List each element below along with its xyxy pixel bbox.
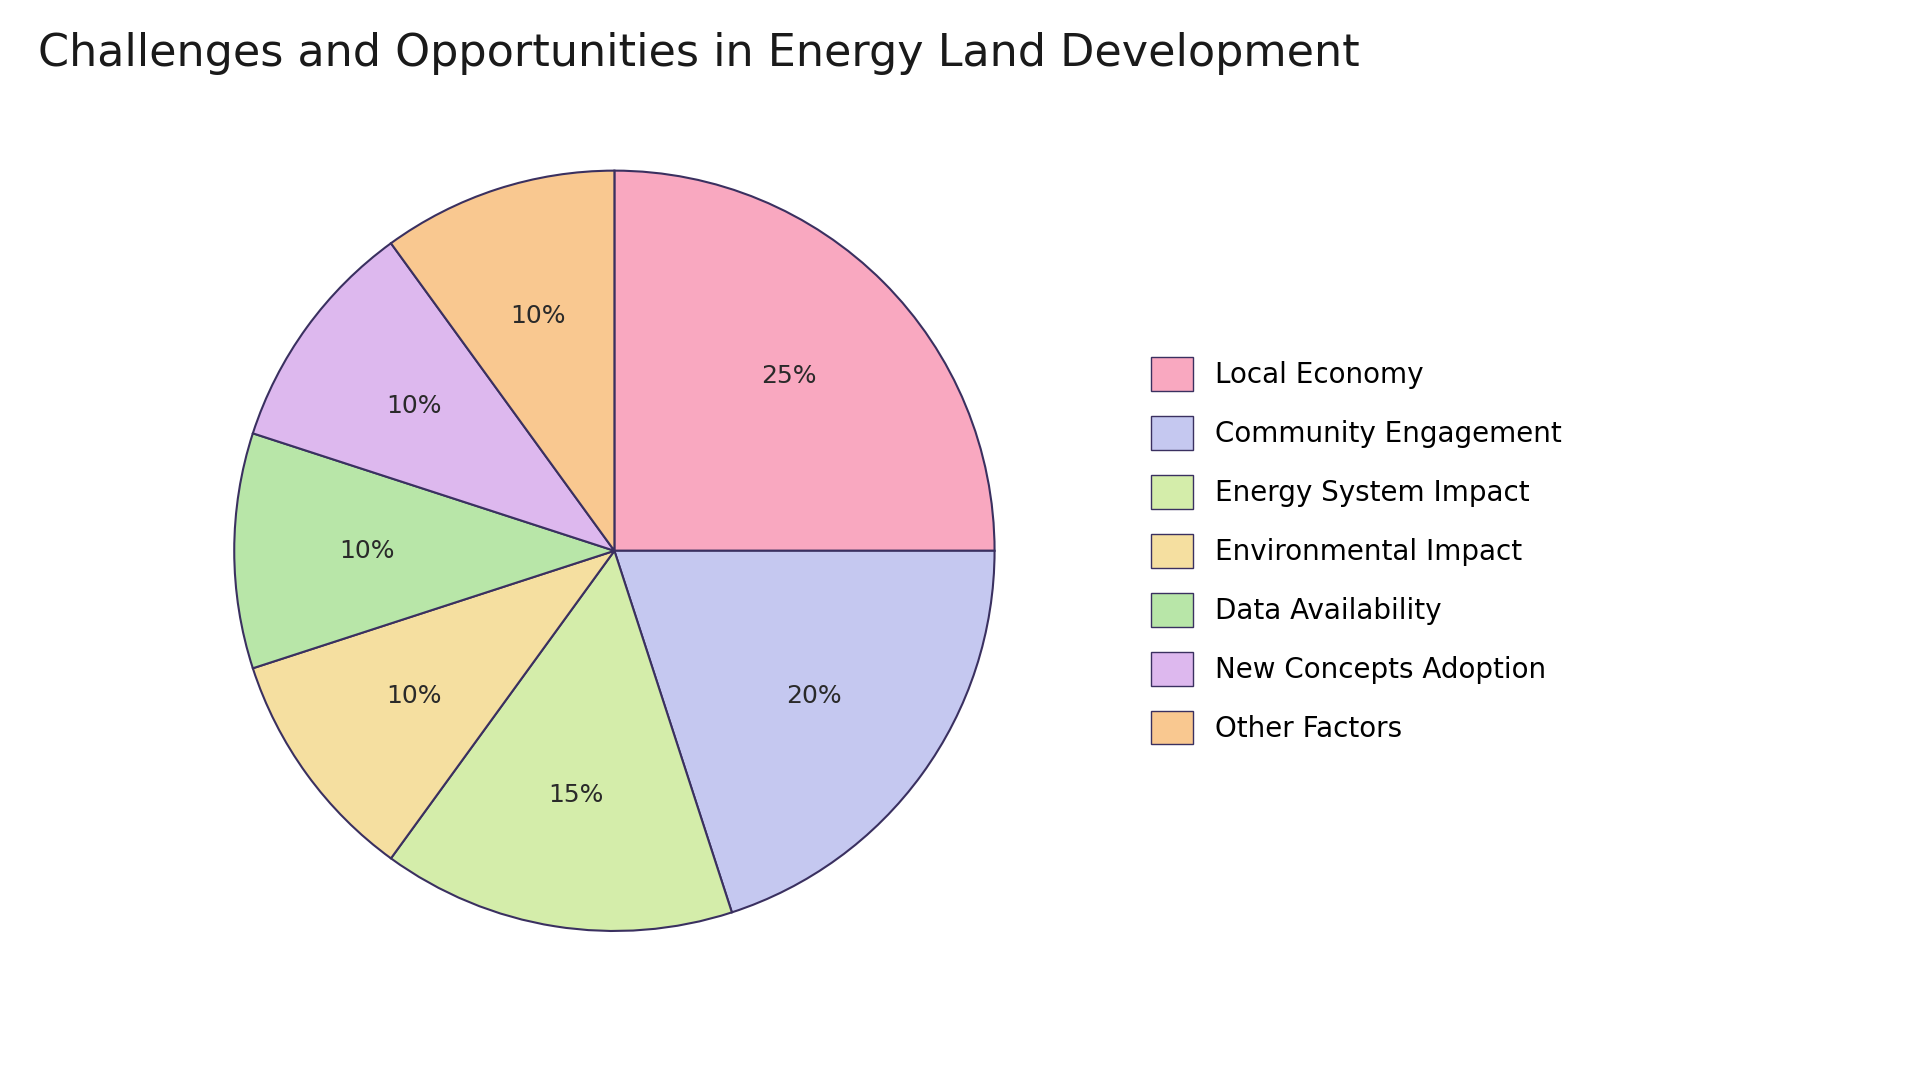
Wedge shape	[614, 551, 995, 913]
Wedge shape	[614, 171, 995, 551]
Legend: Local Economy, Community Engagement, Energy System Impact, Environmental Impact,: Local Economy, Community Engagement, Ene…	[1150, 357, 1561, 744]
Text: 15%: 15%	[547, 783, 603, 807]
Text: 10%: 10%	[511, 303, 566, 328]
Text: 25%: 25%	[762, 364, 816, 388]
Wedge shape	[392, 551, 732, 931]
Wedge shape	[253, 551, 614, 859]
Text: 10%: 10%	[340, 539, 396, 563]
Wedge shape	[253, 243, 614, 551]
Text: 20%: 20%	[787, 684, 843, 708]
Text: Challenges and Opportunities in Energy Land Development: Challenges and Opportunities in Energy L…	[38, 32, 1359, 76]
Wedge shape	[234, 433, 614, 669]
Wedge shape	[392, 171, 614, 551]
Text: 10%: 10%	[386, 393, 442, 418]
Text: 10%: 10%	[386, 684, 442, 708]
